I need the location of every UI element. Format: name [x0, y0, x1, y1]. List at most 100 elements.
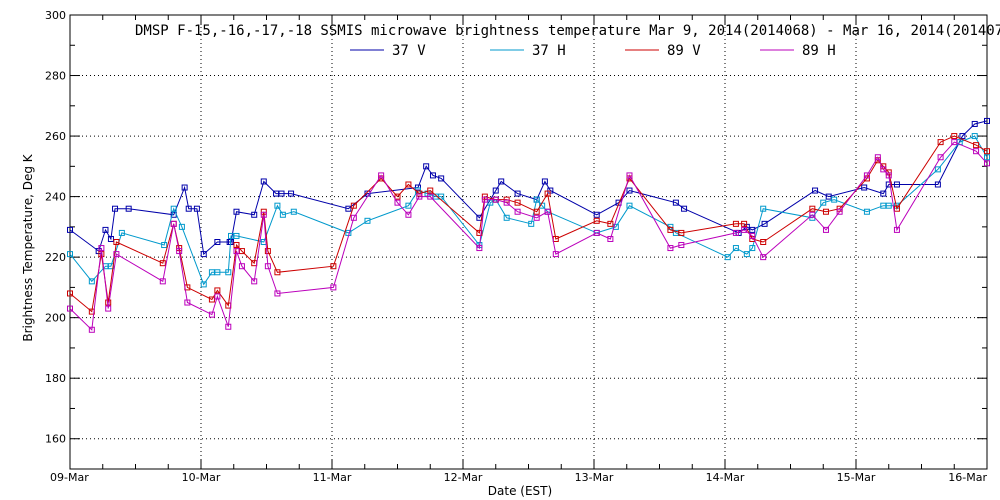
data-point	[732, 245, 739, 252]
data-point	[214, 239, 221, 245]
data-point	[741, 226, 748, 233]
chart-title: DMSP F-15,-16,-17,-18 SSMIS microwave br…	[135, 23, 1000, 39]
x-axis-label: Date (EST)	[488, 484, 552, 498]
y-tick-label: 280	[45, 70, 66, 83]
data-point	[416, 193, 423, 200]
data-point	[607, 235, 614, 242]
y-tick-label: 300	[45, 9, 66, 22]
data-point	[951, 133, 958, 140]
data-point	[427, 187, 434, 194]
data-point	[863, 172, 870, 179]
data-point	[350, 202, 357, 209]
data-point	[181, 184, 188, 191]
data-point	[593, 217, 600, 224]
data-point	[593, 229, 600, 236]
data-point	[193, 205, 200, 212]
data-point	[274, 269, 281, 276]
data-point	[67, 290, 73, 297]
data-point	[278, 190, 285, 197]
data-point	[405, 211, 412, 218]
legend-label: 89 H	[802, 43, 836, 59]
data-point	[822, 226, 829, 233]
data-point	[880, 190, 887, 197]
legend-item: 89 H	[760, 43, 836, 59]
data-point	[885, 172, 892, 179]
x-tick-label: 16-Mar	[948, 471, 987, 484]
data-point	[503, 196, 510, 203]
data-point	[88, 278, 95, 285]
data-point	[378, 172, 385, 179]
data-point	[200, 281, 207, 288]
data-point	[233, 242, 240, 249]
data-point	[214, 269, 221, 276]
data-point	[612, 223, 619, 230]
data-point	[809, 211, 816, 218]
data-point	[681, 205, 688, 212]
legend-item: 89 V	[625, 43, 701, 59]
data-point	[533, 214, 540, 221]
data-point	[394, 199, 401, 206]
y-tick-label: 200	[45, 312, 66, 325]
data-point	[251, 278, 258, 285]
data-point	[159, 278, 166, 285]
data-point	[809, 205, 816, 212]
data-point	[528, 220, 535, 227]
data-point	[544, 208, 551, 215]
y-tick-label: 240	[45, 191, 66, 204]
data-point	[118, 229, 125, 236]
data-point	[394, 193, 401, 200]
data-point	[98, 245, 105, 252]
data-point	[429, 172, 436, 179]
y-tick-label: 180	[45, 372, 66, 385]
data-point	[514, 190, 521, 197]
data-point	[208, 296, 215, 303]
data-point	[984, 148, 990, 155]
data-point	[893, 181, 900, 188]
x-tick-label: 11-Mar	[313, 471, 352, 484]
data-point	[481, 196, 488, 203]
data-point	[102, 226, 109, 233]
data-point	[274, 202, 281, 209]
data-point	[260, 178, 267, 185]
legend-label: 37 V	[392, 43, 426, 59]
data-point	[934, 166, 941, 173]
data-point	[345, 205, 352, 212]
data-point	[264, 263, 271, 270]
series-37-v	[67, 117, 990, 258]
data-point	[438, 193, 445, 200]
x-tick-label: 10-Mar	[182, 471, 221, 484]
data-point	[405, 181, 412, 188]
data-point	[514, 208, 521, 215]
data-point	[288, 190, 295, 197]
data-point	[233, 208, 240, 215]
data-point	[427, 193, 434, 200]
data-point	[113, 239, 120, 245]
legend-label: 37 H	[532, 43, 566, 59]
data-point	[251, 211, 258, 218]
data-point	[749, 232, 756, 239]
data-point	[185, 205, 192, 212]
data-point	[107, 235, 114, 242]
data-point	[984, 117, 990, 124]
data-point	[984, 154, 990, 161]
series-line	[69, 120, 988, 256]
data-point	[225, 269, 232, 276]
data-point	[760, 205, 767, 212]
data-point	[260, 208, 267, 215]
data-point	[836, 208, 843, 215]
data-point	[822, 208, 829, 215]
data-point	[973, 142, 980, 149]
series-group	[67, 117, 990, 333]
data-point	[125, 205, 132, 212]
data-point	[812, 187, 819, 194]
data-point	[260, 211, 267, 218]
data-point	[749, 226, 756, 233]
data-point	[238, 263, 245, 270]
data-point	[88, 326, 95, 333]
data-point	[274, 290, 281, 297]
data-point	[290, 208, 297, 215]
data-point	[934, 181, 941, 188]
data-point	[937, 139, 944, 146]
data-point	[233, 248, 240, 255]
data-point	[492, 187, 499, 194]
